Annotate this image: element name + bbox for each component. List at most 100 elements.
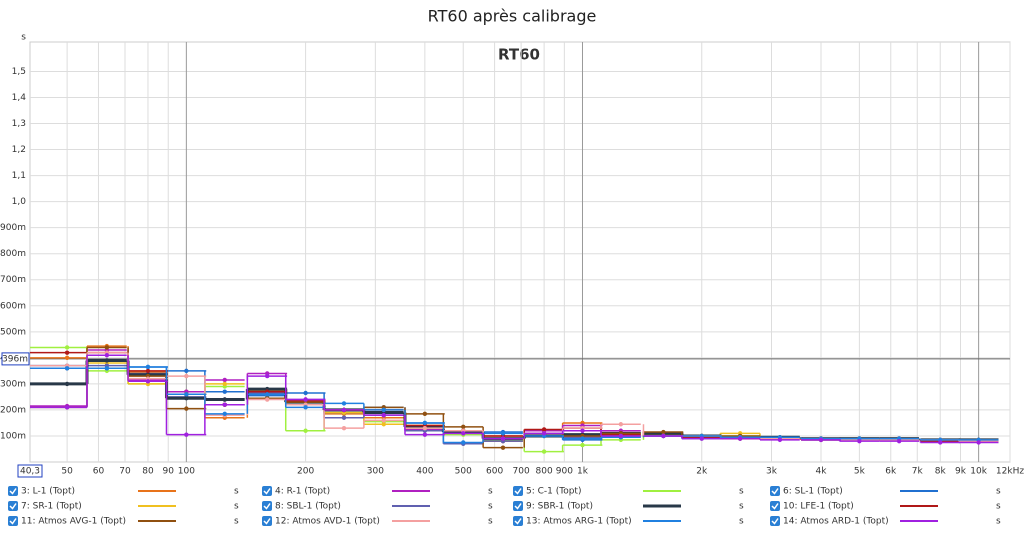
point [422, 432, 428, 437]
x-tick-label: 3k [766, 467, 778, 477]
point [184, 406, 189, 411]
legend-unit: s [739, 487, 744, 497]
x-tick-label: 5k [854, 467, 866, 477]
point [341, 415, 347, 420]
point [64, 345, 70, 350]
point [184, 368, 189, 374]
point [64, 381, 70, 387]
x-tick-label: 400 [416, 467, 433, 477]
checkbox[interactable] [8, 501, 18, 511]
x-tick-label: 50 [61, 467, 73, 477]
checkbox[interactable] [513, 516, 523, 526]
point [341, 401, 347, 406]
checkbox[interactable] [770, 486, 780, 496]
checkmark[interactable] [263, 518, 271, 525]
legend-unit: s [996, 502, 1001, 512]
point [461, 424, 466, 430]
annotation: RT60 [498, 46, 540, 64]
checkmark[interactable] [9, 518, 17, 525]
point [500, 445, 506, 450]
x-tick-label: 80 [142, 467, 154, 477]
legend-label: 10: LFE-1 (Topt) [783, 502, 854, 512]
checkbox[interactable] [513, 501, 523, 511]
x-tick-label: 12kHz [996, 467, 1024, 477]
legend-unit: s [739, 502, 744, 512]
checkbox[interactable] [770, 501, 780, 511]
y-tick-label: 500m [0, 327, 26, 337]
checkmark[interactable] [514, 518, 522, 525]
legend-unit: s [488, 502, 493, 512]
point [303, 405, 308, 410]
checkmark[interactable] [771, 518, 779, 525]
checkmark[interactable] [771, 503, 779, 510]
point [222, 411, 227, 417]
point [541, 427, 547, 432]
point [222, 402, 227, 407]
legend-unit: s [234, 517, 239, 527]
point [222, 381, 227, 387]
point [265, 373, 270, 379]
point [265, 392, 270, 397]
legend-unit: s [234, 502, 239, 512]
point [64, 366, 70, 371]
point [381, 407, 386, 413]
checkbox[interactable] [8, 486, 18, 496]
point [580, 436, 585, 441]
point [381, 412, 386, 418]
point [265, 397, 270, 402]
checkmark[interactable] [514, 488, 522, 495]
x-tick-label: 2k [696, 467, 708, 477]
checkmark[interactable] [9, 488, 17, 495]
legend-label: 7: SR-1 (Topt) [21, 502, 82, 512]
point [461, 431, 466, 436]
point [104, 345, 110, 350]
legend-label: 6: SL-1 (Topt) [783, 487, 843, 497]
legend-label: 8: SBL-1 (Topt) [275, 502, 341, 512]
point [737, 436, 743, 441]
checkmark[interactable] [771, 488, 779, 495]
x-tick-label: 1k [577, 467, 589, 477]
checkmark[interactable] [263, 503, 271, 510]
cursor-box [17, 464, 43, 478]
point [184, 392, 189, 397]
x-tick-label: 10k [970, 467, 987, 477]
checkmark[interactable] [263, 488, 271, 495]
legend-label: 3: L-1 (Topt) [21, 487, 75, 497]
x-tick-label: 800 [536, 467, 553, 477]
point [818, 437, 824, 443]
y-tick-label: 800m [0, 249, 26, 259]
point [461, 440, 466, 445]
checkbox[interactable] [8, 516, 18, 526]
point [699, 436, 704, 441]
point [184, 396, 189, 401]
point [541, 431, 547, 436]
cursor-box [1, 352, 30, 366]
y-tick-label: 1,1 [12, 171, 26, 181]
point [422, 425, 428, 431]
point [661, 433, 666, 439]
cursor-x-label: 40,3 [20, 467, 40, 477]
point [303, 428, 308, 433]
checkbox[interactable] [262, 516, 272, 526]
point [104, 366, 110, 371]
checkmark[interactable] [9, 503, 17, 510]
x-tick-label: 900 [556, 467, 573, 477]
checkbox[interactable] [770, 516, 780, 526]
checkbox[interactable] [262, 501, 272, 511]
x-tick-label: 8k [935, 467, 947, 477]
legend-label: 9: SBR-1 (Topt) [526, 502, 593, 512]
legend-unit: s [739, 517, 744, 527]
checkbox[interactable] [262, 486, 272, 496]
y-tick-label: 300m [0, 379, 26, 389]
point [184, 373, 189, 379]
point [104, 353, 110, 358]
point [618, 422, 624, 427]
point [618, 433, 624, 439]
checkmark[interactable] [514, 503, 522, 510]
legend-unit: s [996, 487, 1001, 497]
checkbox[interactable] [513, 486, 523, 496]
x-tick-label: 300 [367, 467, 384, 477]
series [30, 353, 999, 445]
